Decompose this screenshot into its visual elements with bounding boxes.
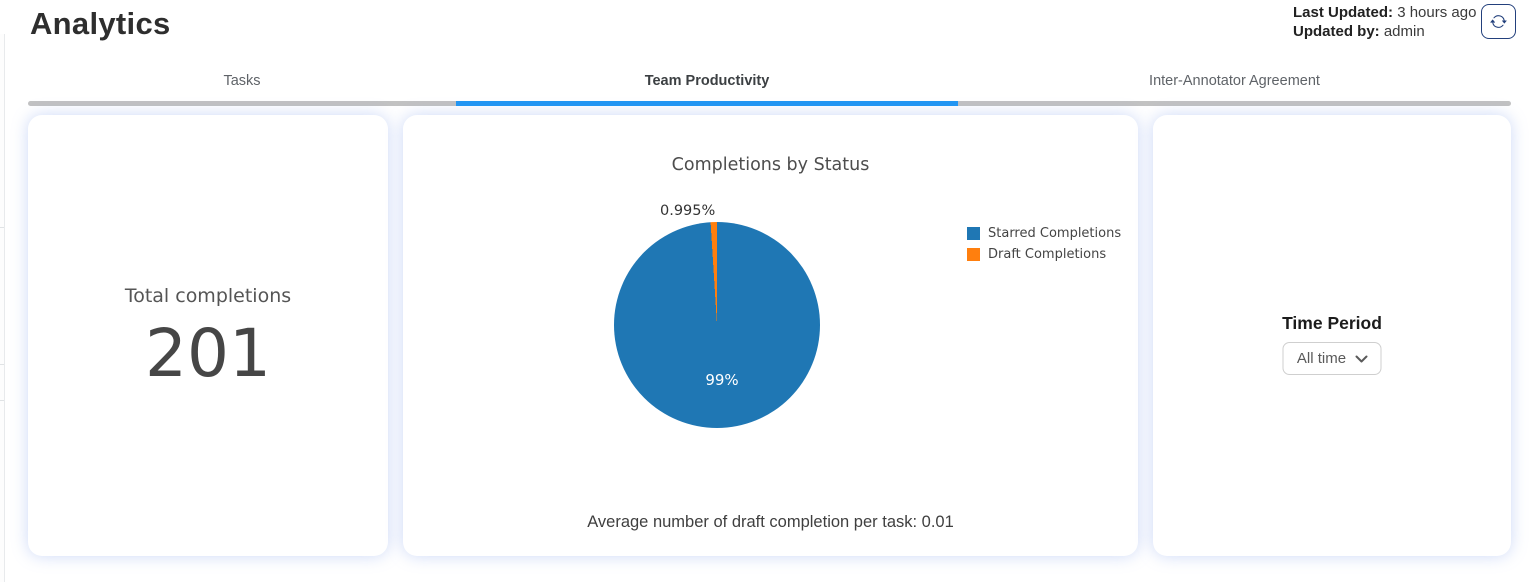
- pie-slice-label-starred: 99%: [705, 371, 739, 389]
- legend-item-draft[interactable]: Draft Completions: [967, 247, 1121, 262]
- refresh-button[interactable]: [1481, 4, 1516, 39]
- tab-indicator-track: [28, 101, 1511, 106]
- pie-chart[interactable]: [614, 222, 820, 428]
- collapsed-sidebar-strip: [0, 34, 5, 582]
- sidebar-divider: [0, 227, 4, 228]
- total-completions-value: 201: [145, 314, 271, 392]
- last-updated-value: 3 hours ago: [1397, 4, 1477, 21]
- sidebar-divider: [0, 400, 4, 401]
- updated-by-value: admin: [1383, 23, 1425, 40]
- legend-swatch-starred: [967, 227, 980, 240]
- tab-inter-annotator-agreement[interactable]: Inter-Annotator Agreement: [1149, 73, 1320, 89]
- total-completions-label: Total completions: [124, 284, 292, 307]
- legend-item-starred[interactable]: Starred Completions: [967, 226, 1121, 241]
- tab-tasks[interactable]: Tasks: [223, 73, 261, 89]
- page-title: Analytics: [30, 6, 171, 41]
- chart-caption: Average number of draft completion per t…: [587, 513, 954, 531]
- legend-label-draft: Draft Completions: [988, 247, 1107, 262]
- time-period-card: Time Period All time: [1153, 115, 1511, 556]
- legend-swatch-draft: [967, 248, 980, 261]
- time-period-dropdown[interactable]: All time: [1282, 342, 1382, 375]
- sidebar-divider: [0, 364, 4, 365]
- time-period-title: Time Period: [1282, 313, 1382, 333]
- refresh-icon: [1490, 13, 1507, 30]
- completions-by-status-card: Completions by Status 0.995% 99% Starred…: [403, 115, 1138, 556]
- tab-indicator-inactive: [958, 101, 1511, 106]
- last-updated-info: Last Updated: 3 hours ago Updated by: ad…: [1293, 3, 1476, 41]
- chart-title: Completions by Status: [671, 155, 870, 175]
- updated-by-line: Updated by: admin: [1293, 22, 1476, 41]
- tab-team-productivity[interactable]: Team Productivity: [644, 73, 770, 89]
- total-completions-card: Total completions 201: [28, 115, 388, 556]
- last-updated-label: Last Updated:: [1293, 4, 1394, 21]
- pie-slice-label-draft: 0.995%: [660, 203, 716, 219]
- tab-indicator-active: [456, 101, 958, 106]
- legend-label-starred: Starred Completions: [988, 226, 1122, 241]
- time-period-value: All time: [1296, 350, 1347, 367]
- last-updated-line: Last Updated: 3 hours ago: [1293, 3, 1476, 22]
- updated-by-label: Updated by:: [1293, 23, 1380, 40]
- tab-bar: Tasks Team Productivity Inter-Annotator …: [28, 68, 1511, 94]
- tab-indicator-inactive: [28, 101, 456, 106]
- chevron-down-icon: [1355, 355, 1368, 363]
- chart-legend: Starred Completions Draft Completions: [967, 226, 1121, 262]
